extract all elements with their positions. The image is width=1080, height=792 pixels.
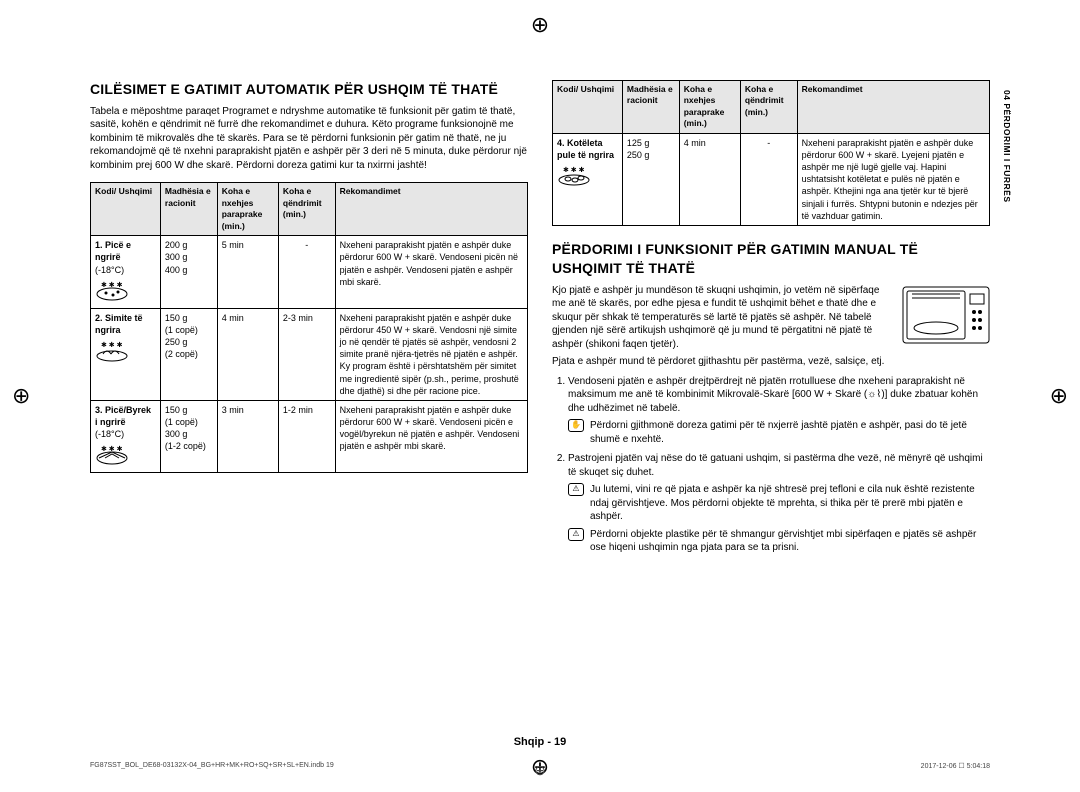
crop-mark-right: ⊕	[1050, 383, 1068, 409]
cell-code: 2. Simite të ngrira ✱ ✱ ✱	[91, 308, 161, 400]
th-preheat: Koha e nxehjes paraprake (min.)	[217, 183, 278, 236]
bread-icon: ✱ ✱ ✱	[95, 340, 129, 362]
meta-filename: FG87SST_BOL_DE68-03132X-04_BG+HR+MK+RO+S…	[90, 762, 334, 770]
cell-portion: 150 g (1 copë) 250 g (2 copë)	[160, 308, 217, 400]
left-intro: Tabela e mëposhtme paraqet Programet e n…	[90, 105, 528, 173]
right-column: 04 PËRDORIMI I FURRËS Kodi/ Ushqimi Madh…	[552, 80, 990, 732]
page-footer: Shqip - 19	[0, 736, 1080, 748]
svg-text:✱ ✱ ✱: ✱ ✱ ✱	[101, 281, 123, 289]
caution-note: ✋ Përdorni gjithmonë doreza gatimi për t…	[568, 419, 990, 446]
code-label: 4. Kotëleta pule të ngrira	[557, 138, 614, 160]
microwave-illustration-icon	[902, 286, 990, 344]
auto-cook-table: Kodi/ Ushqimi Madhësia e racionit Koha e…	[90, 182, 528, 473]
note-text: Ju lutemi, vini re që pjata e ashpër ka …	[590, 483, 990, 524]
caution-note: ⚠ Ju lutemi, vini re që pjata e ashpër k…	[568, 483, 990, 524]
th-stand: Koha e qëndrimit (min.)	[278, 183, 335, 236]
li2-text: Pastrojeni pjatën vaj nëse do të gatuani…	[568, 453, 983, 478]
right-heading: PËRDORIMI I FUNKSIONIT PËR GATIMIN MANUA…	[552, 240, 990, 278]
th-portion: Madhësia e racionit	[160, 183, 217, 236]
cell-code: 1. Picë e ngrirë (-18°C) ✱ ✱ ✱	[91, 236, 161, 309]
auto-cook-table-cont: Kodi/ Ushqimi Madhësia e racionit Koha e…	[552, 80, 990, 226]
cell-rec: Nxeheni paraprakisht pjatën e ashpër duk…	[797, 133, 989, 225]
manual-para-2: Pjata e ashpër mund të përdoret gjithash…	[552, 355, 990, 369]
cell-rec: Nxeheni paraprakisht pjatën e ashpër duk…	[335, 236, 527, 309]
caution-note: ⚠ Përdorni objekte plastike për të shman…	[568, 528, 990, 555]
cell-portion: 150 g (1 copë) 300 g (1-2 copë)	[160, 400, 217, 473]
page-content: CILËSIMET E GATIMIT AUTOMATIK PËR USHQIM…	[90, 80, 990, 732]
th-code: Kodi/ Ushqimi	[553, 81, 623, 134]
left-heading: CILËSIMET E GATIMIT AUTOMATIK PËR USHQIM…	[90, 80, 528, 99]
table-row: 4. Kotëleta pule të ngrira ✱ ✱ ✱ 125 g 2…	[553, 133, 990, 225]
cell-portion: 200 g 300 g 400 g	[160, 236, 217, 309]
cell-stand: 2-3 min	[278, 308, 335, 400]
th-preheat: Koha e nxehjes paraprake (min.)	[679, 81, 740, 134]
code-label: 2. Simite të ngrira	[95, 313, 143, 335]
cell-portion: 125 g 250 g	[622, 133, 679, 225]
left-column: CILËSIMET E GATIMIT AUTOMATIK PËR USHQIM…	[90, 80, 528, 732]
svg-text:✱ ✱ ✱: ✱ ✱ ✱	[101, 445, 123, 453]
cell-stand: 1-2 min	[278, 400, 335, 473]
instruction-list: Vendoseni pjatën e ashpër drejtpërdrejt …	[552, 375, 990, 555]
meta-timestamp: 2017-12-06 ☐ 5:04:18	[921, 762, 990, 770]
th-portion: Madhësia e racionit	[622, 81, 679, 134]
cell-rec: Nxeheni paraprakisht pjatën e ashpër duk…	[335, 400, 527, 473]
cell-preheat: 4 min	[217, 308, 278, 400]
cell-preheat: 3 min	[217, 400, 278, 473]
code-sub: (-18°C)	[95, 429, 124, 439]
list-item: Pastrojeni pjatën vaj nëse do të gatuani…	[568, 452, 990, 555]
th-stand: Koha e qëndrimit (min.)	[740, 81, 797, 134]
svg-text:✱ ✱ ✱: ✱ ✱ ✱	[563, 166, 585, 174]
table-row: 2. Simite të ngrira ✱ ✱ ✱ 150 g (1 copë)…	[91, 308, 528, 400]
quiche-icon: ✱ ✱ ✱	[95, 444, 129, 466]
cell-stand: -	[278, 236, 335, 309]
caution-icon: ⚠	[568, 483, 584, 496]
list-item: Vendoseni pjatën e ashpër drejtpërdrejt …	[568, 375, 990, 447]
svg-text:✱ ✱ ✱: ✱ ✱ ✱	[101, 341, 123, 349]
caution-icon: ⚠	[568, 528, 584, 541]
code-sub: (-18°C)	[95, 265, 124, 275]
cell-preheat: 5 min	[217, 236, 278, 309]
cell-stand: -	[740, 133, 797, 225]
code-label: 3. Picë/Byrek i ngrirë	[95, 405, 151, 427]
th-rec: Rekomandimet	[335, 183, 527, 236]
cell-rec: Nxeheni paraprakisht pjatën e ashpër duk…	[335, 308, 527, 400]
table-row: 3. Picë/Byrek i ngrirë (-18°C) ✱ ✱ ✱ 150…	[91, 400, 528, 473]
pizza-icon: ✱ ✱ ✱	[95, 280, 129, 302]
nuggets-icon: ✱ ✱ ✱	[557, 165, 591, 187]
th-code: Kodi/ Ushqimi	[91, 183, 161, 236]
crop-mark-left: ⊕	[12, 383, 30, 409]
code-label: 1. Picë e ngrirë	[95, 240, 131, 262]
table-header-row: Kodi/ Ushqimi Madhësia e racionit Koha e…	[553, 81, 990, 134]
cell-code: 4. Kotëleta pule të ngrira ✱ ✱ ✱	[553, 133, 623, 225]
th-rec: Rekomandimet	[797, 81, 989, 134]
table-header-row: Kodi/ Ushqimi Madhësia e racionit Koha e…	[91, 183, 528, 236]
crop-mark-bottom-inner: ⊕	[534, 762, 546, 779]
glove-icon: ✋	[568, 419, 584, 432]
combi-glyph-icon: ☼⌇	[867, 389, 881, 400]
note-text: Përdorni objekte plastike për të shmangu…	[590, 528, 990, 555]
footer-metadata: FG87SST_BOL_DE68-03132X-04_BG+HR+MK+RO+S…	[90, 762, 990, 770]
table-row: 1. Picë e ngrirë (-18°C) ✱ ✱ ✱ 200 g 300…	[91, 236, 528, 309]
note-text: Përdorni gjithmonë doreza gatimi për të …	[590, 419, 990, 446]
crop-mark-top: ⊕	[531, 12, 549, 38]
cell-preheat: 4 min	[679, 133, 740, 225]
chapter-side-label: 04 PËRDORIMI I FURRËS	[1001, 90, 1012, 203]
cell-code: 3. Picë/Byrek i ngrirë (-18°C) ✱ ✱ ✱	[91, 400, 161, 473]
